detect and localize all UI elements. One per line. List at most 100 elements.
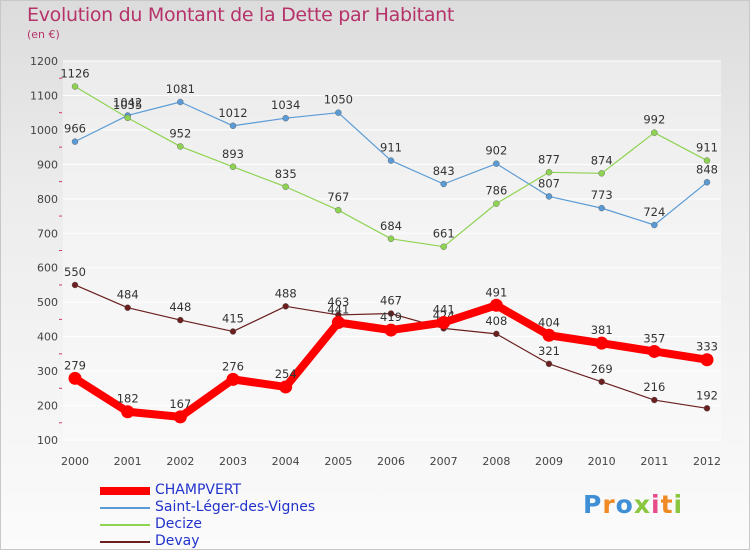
data-label: 992 — [643, 113, 665, 127]
data-point — [440, 243, 447, 250]
data-point — [489, 298, 503, 312]
data-point — [71, 138, 79, 145]
x-tick-label: 2006 — [377, 455, 405, 468]
y-tick-label: 500 — [37, 296, 58, 309]
data-label: 807 — [538, 176, 560, 190]
data-label: 182 — [117, 392, 139, 406]
logo-letter: i — [651, 490, 661, 519]
data-point — [703, 405, 711, 412]
data-label: 874 — [591, 153, 613, 167]
data-point — [542, 328, 556, 342]
legend-swatch — [100, 487, 150, 495]
data-point — [545, 360, 553, 368]
data-point — [647, 344, 661, 358]
data-label: 333 — [696, 340, 718, 354]
data-label: 767 — [327, 190, 349, 204]
x-tick-label: 2005 — [324, 455, 352, 468]
logo-letter: o — [615, 490, 634, 519]
data-point — [335, 206, 342, 214]
y-tick-label: 800 — [37, 193, 58, 206]
data-point — [124, 114, 131, 122]
data-point — [700, 353, 714, 367]
data-label: 381 — [591, 323, 613, 337]
data-label: 1034 — [271, 98, 300, 112]
x-tick-label: 2000 — [61, 455, 89, 468]
data-point — [440, 180, 447, 188]
data-point — [545, 193, 553, 200]
data-label: 419 — [380, 310, 402, 324]
data-point — [229, 122, 237, 129]
logo-letter: x — [633, 490, 651, 519]
x-tick-label: 2008 — [482, 455, 510, 468]
data-point — [282, 114, 289, 122]
y-tick-label: 100 — [37, 434, 58, 447]
data-label: 773 — [591, 188, 613, 202]
y-tick-label: 1100 — [30, 89, 58, 102]
data-point — [387, 157, 395, 164]
data-label: 216 — [643, 380, 665, 394]
data-point — [71, 83, 79, 90]
data-point — [226, 372, 240, 386]
logo-letter: r — [602, 490, 616, 519]
data-point — [173, 410, 187, 424]
data-label: 684 — [380, 219, 402, 233]
x-tick-label: 2012 — [693, 455, 721, 468]
y-tick-label: 1200 — [30, 55, 58, 68]
data-point — [493, 160, 500, 167]
data-point — [121, 405, 135, 419]
data-label: 661 — [433, 227, 455, 241]
data-point — [384, 323, 398, 337]
x-tick-label: 2011 — [640, 455, 668, 468]
data-label: 848 — [696, 162, 718, 176]
data-point — [279, 380, 293, 394]
data-label: 952 — [169, 126, 191, 140]
data-label: 1050 — [324, 93, 353, 107]
data-point — [595, 336, 609, 350]
data-label: 441 — [433, 303, 455, 317]
legend-swatch — [100, 507, 150, 509]
legend-swatch — [100, 524, 150, 526]
data-point — [282, 183, 289, 190]
data-point — [229, 163, 237, 170]
data-point — [493, 330, 500, 338]
data-label: 902 — [485, 144, 507, 158]
chart-title: Evolution du Montant de la Dette par Hab… — [27, 4, 455, 26]
y-tick-label: 1000 — [30, 124, 58, 137]
data-label: 911 — [380, 141, 402, 155]
data-point — [598, 204, 605, 212]
data-label: 484 — [117, 288, 139, 302]
data-point — [177, 143, 184, 150]
data-label: 321 — [538, 344, 560, 358]
data-label: 167 — [169, 397, 191, 411]
legend-swatch — [100, 541, 150, 543]
data-label: 463 — [327, 295, 349, 309]
data-label: 911 — [696, 141, 718, 155]
data-label: 893 — [222, 147, 244, 161]
data-label: 1081 — [166, 82, 195, 96]
data-point — [651, 221, 658, 229]
data-label: 254 — [275, 367, 297, 381]
data-label: 269 — [591, 362, 613, 376]
data-label: 1012 — [218, 106, 247, 120]
data-label: 276 — [222, 359, 244, 373]
data-label: 448 — [169, 300, 191, 314]
data-point — [545, 169, 553, 176]
data-label: 550 — [64, 265, 86, 279]
y-tick-label: 400 — [37, 331, 58, 344]
data-point — [68, 371, 82, 385]
data-label: 404 — [538, 315, 560, 329]
data-point — [124, 304, 131, 311]
data-label: 786 — [485, 184, 507, 198]
data-label: 1035 — [113, 98, 142, 112]
logo-letter: i — [673, 490, 684, 519]
data-point — [703, 157, 711, 164]
data-label: 877 — [538, 152, 560, 166]
legend-label: Saint-Léger-des-Vignes — [155, 499, 316, 515]
x-tick-label: 2002 — [166, 455, 194, 468]
x-tick-label: 2004 — [272, 455, 300, 468]
data-label: 441 — [327, 303, 349, 317]
y-tick-label: 600 — [37, 262, 58, 275]
data-point — [387, 235, 395, 242]
